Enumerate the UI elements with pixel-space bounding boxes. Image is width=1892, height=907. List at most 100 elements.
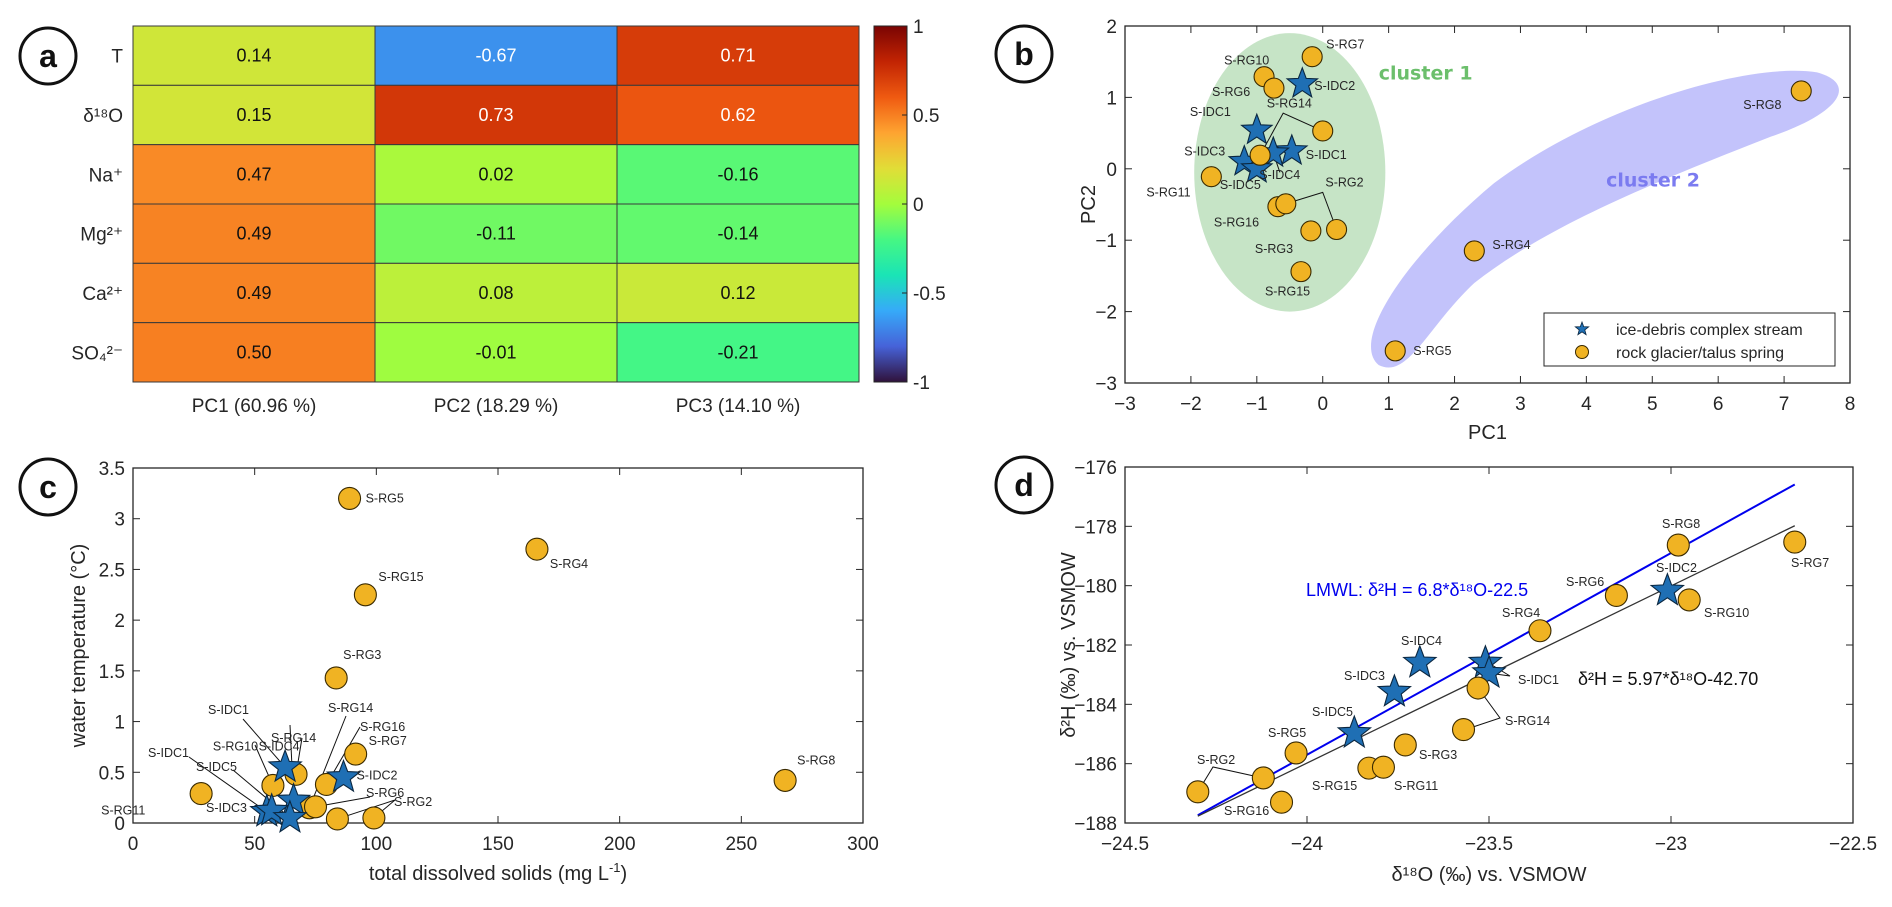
y-tick-label: 2 xyxy=(1106,17,1117,38)
colorbar-tick-label: -0.5 xyxy=(913,284,946,305)
circle-point xyxy=(1528,619,1552,643)
heatmap-row-label: SO₄²⁻ xyxy=(71,343,123,364)
y-tick-label: 3.5 xyxy=(99,459,125,480)
panel-letter-b-text: b xyxy=(1014,36,1034,72)
heatmap-cell xyxy=(374,203,618,264)
circle-point xyxy=(1371,755,1395,779)
point-label: S-RG14 xyxy=(1505,714,1550,728)
leader-line xyxy=(188,756,268,813)
leader-line xyxy=(242,718,286,768)
y-tick-label: 1 xyxy=(1106,88,1117,109)
x-axis-label-superscript: -1 xyxy=(609,860,621,875)
panel-letter-a: a xyxy=(18,26,78,86)
point-label: S-RG3 xyxy=(343,648,381,662)
point-label: S-RG3 xyxy=(1255,242,1293,256)
point-label: S-RG6 xyxy=(1566,575,1604,589)
y-tick-label: 2 xyxy=(114,611,125,632)
heatmap-cell-value: 0.15 xyxy=(236,105,271,125)
y-tick-label: −188 xyxy=(1074,814,1117,835)
leader-line xyxy=(308,715,347,808)
point-label: S-IDC4 xyxy=(1259,168,1300,182)
star-point xyxy=(1649,572,1685,606)
heatmap-cell xyxy=(132,322,376,383)
star-point xyxy=(1471,654,1507,689)
panel-c-tds-temperature-scatter: 0 50 100 150 200 250 300 0 0.5 1 1.5 2 2.5 3 3.5 total … xyxy=(68,459,879,885)
heatmap-row-label: Ca²⁺ xyxy=(82,284,123,305)
heatmap-cell-value: 0.12 xyxy=(720,283,755,303)
circle-point xyxy=(1677,588,1701,612)
x-tick-label: −2 xyxy=(1180,394,1202,415)
leader-line xyxy=(1259,112,1323,156)
cluster-1-region xyxy=(1194,33,1386,312)
circle-point xyxy=(1301,46,1323,68)
star-point xyxy=(1376,673,1412,707)
leader-line xyxy=(1285,191,1338,230)
circle-point xyxy=(344,742,368,766)
star-point xyxy=(1240,112,1274,145)
x-tick-label: −22.5 xyxy=(1829,834,1877,855)
panel-letter-c-text: c xyxy=(39,469,57,505)
heatmap-cell xyxy=(132,25,376,86)
y-axis-label: PC2 xyxy=(1078,185,1100,224)
heatmap-cell-value: -0.14 xyxy=(717,224,758,244)
x-tick-label: 0 xyxy=(128,834,139,855)
y-tick-label: −182 xyxy=(1074,636,1117,657)
point-label: S-RG11 xyxy=(1146,186,1190,200)
star-point xyxy=(272,799,308,833)
y-axis-label: water temperature (°C) xyxy=(68,544,90,749)
point-label: S-RG2 xyxy=(1197,753,1235,767)
circle-point xyxy=(338,486,362,510)
y-tick-label: −3 xyxy=(1095,374,1117,395)
point-label: S-IDC2 xyxy=(1314,79,1355,93)
y-axis-label: δ²H (‰) vs. VSMOW xyxy=(1058,552,1080,738)
star-point xyxy=(275,782,312,816)
x-tick-label: 2 xyxy=(1449,394,1460,415)
legend-star-icon xyxy=(1574,320,1590,336)
x-tick-label: −24 xyxy=(1291,834,1324,855)
point-label: S-RG14 xyxy=(271,731,316,745)
point-label: S-IDC3 xyxy=(1184,145,1225,159)
heatmap-cell-value: -0.11 xyxy=(476,224,516,244)
heatmap-row-label: T xyxy=(111,47,123,68)
x-tick-label: 3 xyxy=(1515,394,1526,415)
x-tick-label: 6 xyxy=(1713,394,1724,415)
circle-point xyxy=(1463,240,1485,262)
point-label: S-IDC3 xyxy=(206,801,247,815)
point-label: S-RG15 xyxy=(1312,779,1357,793)
point-label: S-RG5 xyxy=(1268,726,1306,740)
point-label: S-RG4 xyxy=(550,557,588,571)
star-point xyxy=(267,748,303,783)
point-label: S-IDC1 xyxy=(1518,673,1559,687)
point-label: S-RG4 xyxy=(1492,238,1530,252)
circle-point xyxy=(362,806,386,830)
heatmap-cell-value: -0.21 xyxy=(717,342,758,362)
heatmap-cell xyxy=(132,203,376,264)
heatmap-cell xyxy=(374,322,618,383)
legend-label: rock glacier/talus spring xyxy=(1616,345,1784,362)
point-label: S-RG7 xyxy=(1326,38,1364,52)
circle-point xyxy=(1300,220,1322,242)
panel-letter-c: c xyxy=(18,457,78,517)
y-tick-label: 2.5 xyxy=(99,560,125,581)
point-label: S-IDC1 xyxy=(1306,148,1347,162)
y-tick-label: −1 xyxy=(1095,231,1117,252)
star-point xyxy=(1274,133,1309,166)
star-point xyxy=(1285,66,1319,99)
circle-point xyxy=(303,795,328,819)
point-label: S-IDC1 xyxy=(148,746,189,760)
x-tick-label: 1 xyxy=(1383,394,1394,415)
y-tick-label: −180 xyxy=(1074,577,1117,598)
point-label: S-RG10 xyxy=(1704,606,1749,620)
x-tick-label: 50 xyxy=(244,834,265,855)
point-label: S-RG16 xyxy=(1224,804,1269,818)
x-tick-label: −1 xyxy=(1246,394,1268,415)
point-label: S-RG15 xyxy=(1265,285,1310,299)
star-point xyxy=(325,758,362,793)
heatmap-cell-value: -0.67 xyxy=(475,46,516,66)
y-tick-label: −178 xyxy=(1074,517,1117,538)
circle-point xyxy=(1249,144,1271,166)
x-tick-label: 200 xyxy=(604,834,636,855)
legend: ice-debris complex stream rock glacier/ta… xyxy=(1543,312,1836,367)
x-tick-label: 4 xyxy=(1581,394,1592,415)
